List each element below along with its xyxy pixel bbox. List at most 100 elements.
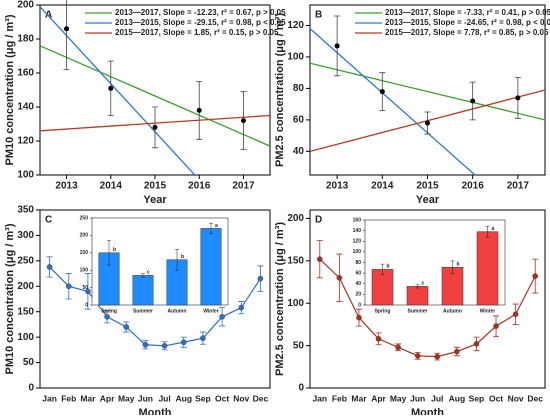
y-tick-label: 80 — [293, 83, 305, 94]
y-tick-label: 160 — [17, 68, 34, 79]
x-tick-label: Jun — [410, 393, 425, 403]
point — [64, 26, 70, 32]
x-tick-label: Sep — [195, 393, 211, 403]
x-tick-label: Jun — [138, 393, 153, 403]
x-tick-label: 2014 — [371, 181, 394, 192]
x-tick-label: Apr — [371, 393, 386, 403]
y-tick-label: 120 — [287, 20, 304, 31]
point — [108, 85, 114, 91]
significance-letter: b — [181, 254, 184, 260]
y-tick-label: 100 — [17, 332, 34, 343]
x-tick-label: Dec — [527, 393, 543, 403]
point — [532, 273, 539, 279]
bar — [476, 231, 499, 306]
x-tick-label: Nov — [508, 393, 524, 403]
legend-label: 2013—2017, Slope = -12.23, r² = 0.67, p … — [115, 8, 286, 17]
error-bar — [380, 263, 385, 275]
point — [425, 120, 430, 126]
x-tick-label: Aug — [175, 393, 192, 403]
trend-line — [310, 62, 545, 121]
y-tick-label: 40 — [293, 146, 305, 157]
point — [200, 335, 206, 341]
point — [512, 311, 519, 318]
y-tick-label: 0 — [85, 302, 88, 308]
x-tick-label: Winter — [203, 308, 219, 314]
x-tick-label: 2014 — [100, 181, 123, 192]
y-tick-label: 300 — [17, 230, 34, 241]
y-tick-label: 80 — [355, 260, 361, 266]
y-tick-label: 100 — [287, 298, 304, 309]
point — [379, 89, 385, 95]
point — [123, 324, 130, 330]
error-bar — [141, 273, 145, 278]
x-tick-label: Feb — [61, 393, 76, 403]
point — [257, 275, 264, 282]
panel-label: B — [315, 10, 322, 21]
y-tick-label: 0 — [28, 383, 34, 394]
x-tick-label: 2013 — [55, 181, 78, 192]
legend-label: 2015—2017, Slope = 1.85, r² = 0.15, p > … — [115, 28, 279, 37]
bar — [406, 286, 429, 306]
point — [356, 314, 362, 321]
plot-area — [309, 4, 546, 176]
x-tick-label: Winter — [480, 308, 496, 314]
point — [334, 43, 340, 49]
x-tick-label: May — [390, 393, 407, 403]
x-tick-label: Jan — [312, 393, 327, 403]
x-tick-label: Jul — [431, 393, 443, 403]
y-tick-label: 200 — [17, 0, 34, 11]
x-tick-label: Dec — [253, 393, 269, 403]
x-axis-label: Month — [139, 407, 172, 415]
significance-letter: a — [492, 226, 495, 232]
error-bar — [209, 222, 213, 234]
point — [493, 323, 499, 329]
trend-line — [40, 6, 196, 175]
point — [180, 339, 187, 346]
significance-letter: c — [422, 281, 425, 287]
point — [196, 107, 202, 113]
point — [316, 256, 323, 262]
x-tick-label: Autumn — [443, 308, 462, 314]
x-tick-label: 2017 — [232, 181, 255, 192]
x-tick-label: 2015 — [416, 181, 439, 192]
point — [336, 275, 343, 281]
y-axis-label: PM2.5 concentration (μg / m³) — [274, 13, 286, 167]
y-tick-label: 180 — [17, 34, 34, 45]
x-tick-label: May — [118, 393, 135, 403]
significance-letter: c — [147, 270, 150, 276]
significance-letter: b — [113, 247, 116, 253]
y-tick-label: 150 — [287, 255, 304, 266]
point — [46, 264, 53, 270]
y-tick-label: 250 — [17, 255, 34, 266]
legend-label: 2013—2015, Slope = -24.65, r² = 0.98, p … — [385, 18, 550, 27]
significance-letter: a — [215, 223, 218, 229]
point — [395, 344, 401, 351]
x-tick-label: 2015 — [144, 181, 167, 192]
y-axis-label: PM2.5 concentration (μg / m³) — [274, 222, 286, 376]
point — [161, 342, 168, 349]
x-tick-label: Nov — [233, 393, 249, 403]
x-tick-label: Jan — [42, 393, 57, 403]
y-axis-label: PM10 concentration (μg / m³) — [4, 223, 16, 374]
y-tick-label: 0 — [358, 302, 361, 308]
y-tick-label: 0 — [298, 383, 304, 394]
error-bar — [107, 240, 111, 266]
trend-line — [40, 45, 270, 147]
y-tick-label: 100 — [17, 170, 34, 181]
y-tick-label: 250 — [80, 215, 89, 221]
x-axis-label: Month — [411, 407, 444, 415]
y-tick-label: 100 — [80, 268, 89, 274]
y-tick-label: 20 — [355, 292, 361, 298]
y-tick-label: 100 — [287, 52, 304, 63]
point — [142, 341, 149, 348]
y-tick-label: 140 — [17, 102, 34, 113]
point — [219, 313, 225, 320]
significance-letter: b — [387, 264, 390, 270]
point — [375, 336, 382, 342]
y-tick-label: 50 — [23, 357, 35, 368]
point — [238, 304, 245, 311]
error-bar — [450, 260, 455, 274]
line — [319, 258, 536, 358]
point — [152, 124, 158, 130]
x-tick-label: 2017 — [507, 181, 530, 192]
